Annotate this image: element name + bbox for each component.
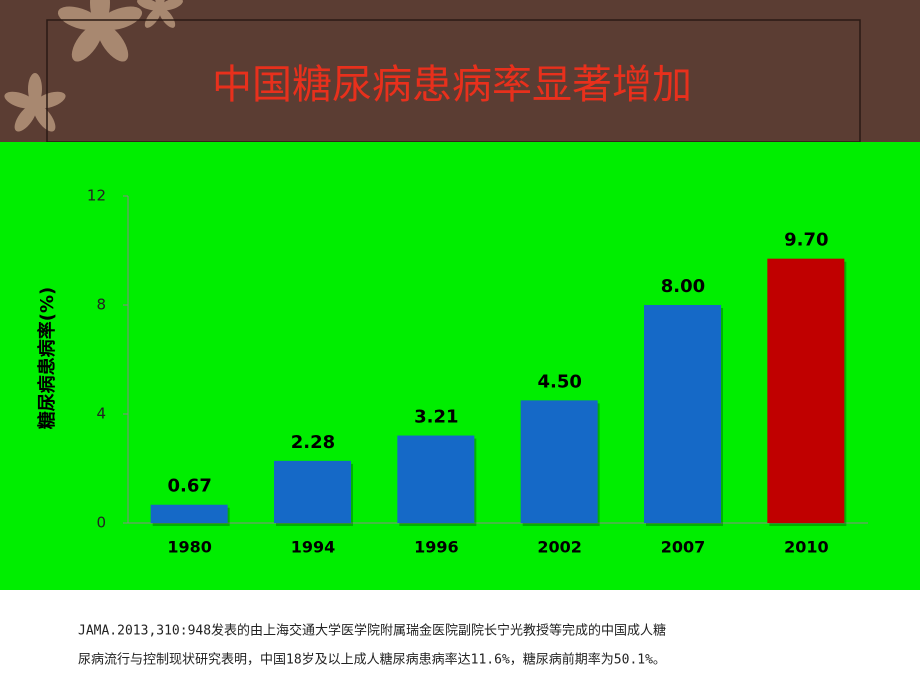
footnote-line: 尿病流行与控制现状研究表明，中国18岁及以上成人糖尿病患病率达11.6%，糖尿病… <box>78 652 666 668</box>
y-tick-label: 4 <box>96 405 106 423</box>
y-tick-label: 12 <box>87 187 106 205</box>
y-tick-label: 8 <box>96 296 106 314</box>
bar <box>274 460 351 523</box>
value-label: 3.21 <box>414 407 458 428</box>
flower-decoration <box>4 0 183 132</box>
x-tick-label: 1994 <box>291 538 336 557</box>
value-label: 9.70 <box>784 230 828 251</box>
value-label: 8.00 <box>661 276 705 297</box>
bar <box>397 435 475 523</box>
x-tick-label: 2010 <box>784 538 829 557</box>
x-tick-label: 1996 <box>414 538 459 557</box>
value-label: 4.50 <box>537 371 581 392</box>
value-label: 0.67 <box>167 476 211 497</box>
footnote-line: JAMA.2013,310:948发表的由上海交通大学医学院附属瑞金医院副院长宁… <box>78 623 666 639</box>
x-tick-label: 2007 <box>661 538 706 557</box>
x-tick-label: 1980 <box>167 538 212 557</box>
bar <box>644 305 721 523</box>
bar <box>150 504 228 523</box>
y-tick-label: 0 <box>96 514 106 532</box>
x-tick-label: 2002 <box>537 538 582 557</box>
bar <box>767 258 845 523</box>
chart-title: 中国糖尿病患病率显著增加 <box>212 62 692 108</box>
y-axis-label: 糖尿病患病率(%) <box>36 287 58 430</box>
value-label: 2.28 <box>291 432 335 453</box>
bar <box>520 400 598 523</box>
